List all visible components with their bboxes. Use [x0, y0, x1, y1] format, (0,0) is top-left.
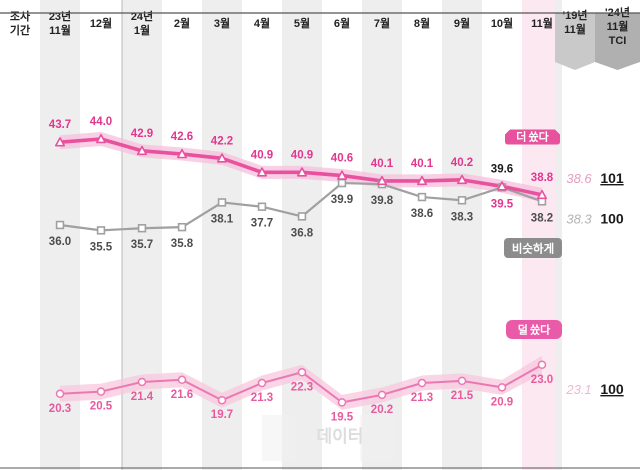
svg-text:8월: 8월 — [414, 16, 430, 30]
svg-text:38.3: 38.3 — [566, 212, 592, 227]
svg-text:40.1: 40.1 — [411, 158, 434, 170]
svg-text:39.9: 39.9 — [331, 194, 353, 206]
svg-text:38.1: 38.1 — [211, 213, 234, 225]
svg-text:11월: 11월 — [49, 23, 71, 37]
svg-text:1월: 1월 — [134, 23, 150, 37]
svg-text:23.0: 23.0 — [531, 374, 553, 386]
svg-text:12월: 12월 — [90, 16, 112, 30]
svg-text:38.6: 38.6 — [411, 208, 433, 220]
svg-text:22.3: 22.3 — [291, 381, 313, 393]
svg-text:21.3: 21.3 — [411, 392, 433, 404]
svg-text:2월: 2월 — [174, 16, 190, 30]
svg-text:'24년: '24년 — [605, 5, 630, 19]
svg-text:4월: 4월 — [254, 16, 270, 30]
svg-text:40.2: 40.2 — [451, 157, 473, 169]
svg-text:44.0: 44.0 — [90, 116, 112, 128]
svg-text:35.7: 35.7 — [131, 239, 153, 251]
svg-text:21.5: 21.5 — [451, 390, 474, 402]
svg-text:5월: 5월 — [294, 16, 310, 30]
svg-text:37.7: 37.7 — [251, 218, 273, 230]
svg-text:데이터: 데이터 — [317, 427, 364, 446]
svg-text:40.1: 40.1 — [371, 158, 394, 170]
svg-text:19.7: 19.7 — [211, 409, 233, 421]
svg-text:101: 101 — [600, 170, 624, 186]
svg-text:38.3: 38.3 — [451, 211, 473, 223]
svg-text:11월: 11월 — [531, 16, 553, 30]
svg-text:20.2: 20.2 — [371, 404, 393, 416]
svg-text:9월: 9월 — [454, 16, 470, 30]
svg-text:36.0: 36.0 — [49, 236, 71, 248]
svg-text:11월: 11월 — [607, 19, 629, 33]
svg-text:10월: 10월 — [491, 16, 513, 30]
svg-text:42.6: 42.6 — [171, 131, 193, 143]
svg-text:20.3: 20.3 — [49, 403, 71, 415]
svg-text:35.8: 35.8 — [171, 238, 194, 250]
svg-text:23년: 23년 — [49, 9, 71, 23]
svg-text:3월: 3월 — [214, 16, 230, 30]
svg-text:덜 쓨다: 덜 쓨다 — [518, 323, 551, 337]
svg-text:21.6: 21.6 — [171, 389, 193, 401]
svg-text:38.6: 38.6 — [566, 171, 592, 186]
svg-text:100: 100 — [600, 211, 624, 227]
svg-text:19.5: 19.5 — [331, 411, 354, 423]
svg-text:20.5: 20.5 — [90, 401, 113, 413]
svg-text:40.6: 40.6 — [331, 153, 353, 165]
svg-text:조사: 조사 — [10, 9, 31, 23]
svg-text:40.9: 40.9 — [291, 149, 313, 161]
svg-text:40.9: 40.9 — [251, 149, 273, 161]
svg-text:7월: 7월 — [374, 16, 390, 30]
svg-text:38.8: 38.8 — [531, 172, 554, 184]
svg-text:24년: 24년 — [131, 9, 153, 23]
svg-text:100: 100 — [600, 381, 624, 397]
svg-text:더 쓨다: 더 쓨다 — [516, 130, 549, 144]
svg-text:11월: 11월 — [564, 22, 586, 36]
svg-text:36.8: 36.8 — [291, 227, 314, 239]
svg-text:기간: 기간 — [10, 23, 30, 37]
svg-text:39.6: 39.6 — [491, 163, 513, 175]
svg-text:43.7: 43.7 — [49, 119, 71, 131]
svg-text:35.5: 35.5 — [90, 241, 113, 253]
svg-text:42.9: 42.9 — [131, 128, 153, 140]
svg-text:TCI: TCI — [609, 35, 627, 47]
svg-text:42.2: 42.2 — [211, 135, 233, 147]
svg-text:38.2: 38.2 — [531, 212, 553, 224]
svg-text:21.4: 21.4 — [131, 391, 154, 403]
svg-text:21.3: 21.3 — [251, 392, 273, 404]
svg-text:'19년: '19년 — [563, 8, 588, 22]
svg-text:비슷하게: 비슷하게 — [512, 242, 554, 256]
svg-text:39.8: 39.8 — [371, 195, 394, 207]
svg-text:6월: 6월 — [334, 16, 350, 30]
svg-text:23.1: 23.1 — [565, 382, 591, 397]
svg-text:20.9: 20.9 — [491, 396, 513, 408]
svg-text:39.5: 39.5 — [491, 198, 514, 210]
